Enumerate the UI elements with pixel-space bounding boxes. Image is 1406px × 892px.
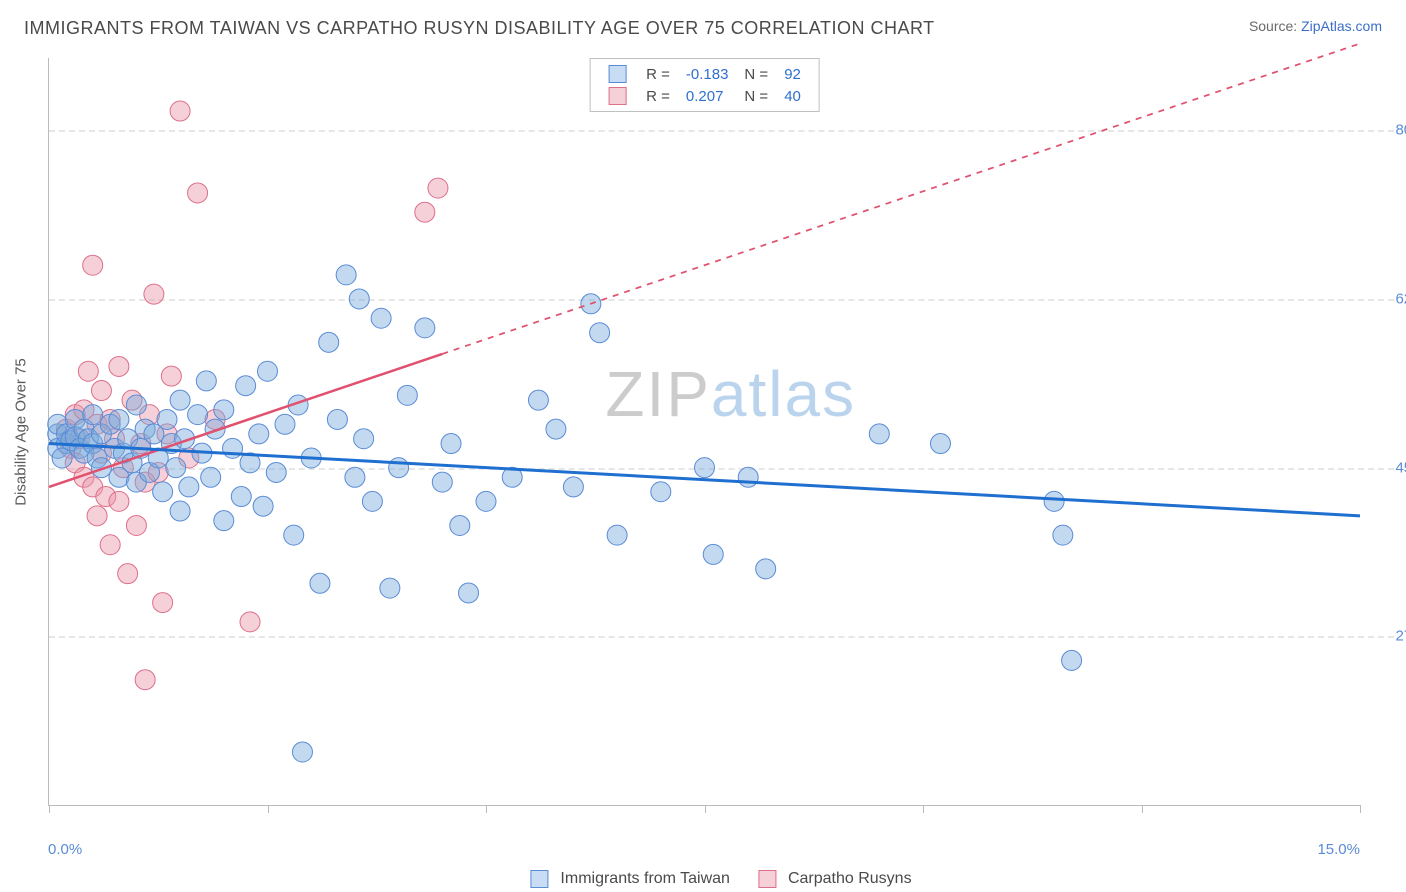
y-grid-label: 62.5% bbox=[1382, 290, 1406, 307]
series-legend: Immigrants from Taiwan Carpatho Rusyns bbox=[530, 870, 911, 888]
legend-row: R =-0.183N =92 bbox=[600, 63, 809, 85]
x-tick bbox=[268, 805, 269, 813]
source-link[interactable]: ZipAtlas.com bbox=[1301, 18, 1382, 34]
x-tick bbox=[1360, 805, 1361, 813]
x-axis-max-label: 15.0% bbox=[1317, 841, 1360, 858]
source-label: Source: ZipAtlas.com bbox=[1249, 18, 1382, 34]
chart-canvas bbox=[49, 58, 1360, 805]
legend-row: R =0.207N =40 bbox=[600, 85, 809, 107]
carpatho-points bbox=[56, 101, 447, 690]
taiwan-points bbox=[48, 265, 1082, 762]
legend-item: Immigrants from Taiwan bbox=[530, 870, 730, 888]
legend-item: Carpatho Rusyns bbox=[758, 870, 912, 888]
x-tick bbox=[923, 805, 924, 813]
y-grid-label: 27.5% bbox=[1382, 628, 1406, 645]
x-tick bbox=[705, 805, 706, 813]
x-axis-min-label: 0.0% bbox=[48, 841, 82, 858]
y-grid-label: 45.0% bbox=[1382, 459, 1406, 476]
correlation-legend: R =-0.183N =92R =0.207N =40 bbox=[589, 58, 820, 112]
x-tick bbox=[486, 805, 487, 813]
y-axis-title: Disability Age Over 75 bbox=[13, 358, 30, 506]
x-tick bbox=[49, 805, 50, 813]
plot-area: Disability Age Over 75 ZIPatlas R =-0.18… bbox=[48, 58, 1360, 806]
x-tick bbox=[1142, 805, 1143, 813]
y-grid-label: 80.0% bbox=[1382, 122, 1406, 139]
chart-title: IMMIGRANTS FROM TAIWAN VS CARPATHO RUSYN… bbox=[24, 18, 935, 39]
